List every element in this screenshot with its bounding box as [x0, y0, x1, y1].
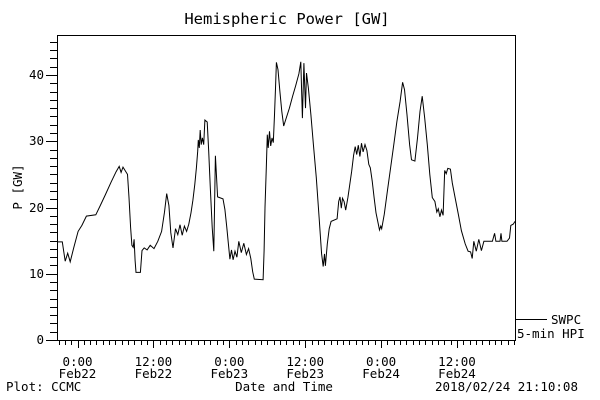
legend-label-5min-hpi: 5-min HPI — [517, 326, 585, 341]
x-tick-time: 12:00 — [286, 354, 325, 369]
y-tick-label: 40 — [28, 67, 44, 82]
y-tick-label: 0 — [36, 332, 44, 347]
y-tick-label: 20 — [28, 199, 44, 215]
x-tick-date: Feb24 — [362, 366, 400, 381]
chart-title: Hemispheric Power [GW] — [184, 10, 390, 28]
plot-frame — [57, 35, 516, 341]
x-tick-time: 0:00 — [366, 354, 397, 369]
legend-label-swpc: SWPC — [551, 312, 582, 327]
hpi-data-line — [57, 61, 516, 281]
x-tick-time: 12:00 — [438, 354, 476, 369]
x-tick-date: Feb23 — [286, 366, 325, 381]
x-tick-time: 0:00 — [214, 354, 245, 369]
x-tick-date: Feb22 — [134, 366, 173, 381]
x-tick-time: 0:00 — [62, 354, 93, 369]
x-tick-label: 0:00 Feb23 — [210, 354, 249, 381]
y-tick-label: 10 — [28, 265, 44, 281]
x-tick-label: 0:00 Feb24 — [362, 354, 400, 381]
plot-timestamp: 2018/02/24 21:10:08 — [435, 379, 578, 394]
x-tick-time: 12:00 — [134, 354, 173, 369]
x-tick-label: 12:00 Feb22 — [134, 354, 173, 381]
y-tick-label: 30 — [28, 133, 44, 149]
x-tick-date: Feb23 — [210, 366, 249, 381]
x-tick-label: 0:00 Feb22 — [58, 354, 97, 381]
x-tick-date: Feb22 — [58, 366, 97, 381]
x-tick-label: 12:00 Feb23 — [286, 354, 325, 381]
x-axis-label: Date and Time — [235, 379, 333, 394]
plot-source-label: Plot: CCMC — [6, 379, 82, 394]
x-tick-date: Feb24 — [438, 366, 476, 381]
x-tick-label: 12:00 Feb24 — [438, 354, 476, 381]
